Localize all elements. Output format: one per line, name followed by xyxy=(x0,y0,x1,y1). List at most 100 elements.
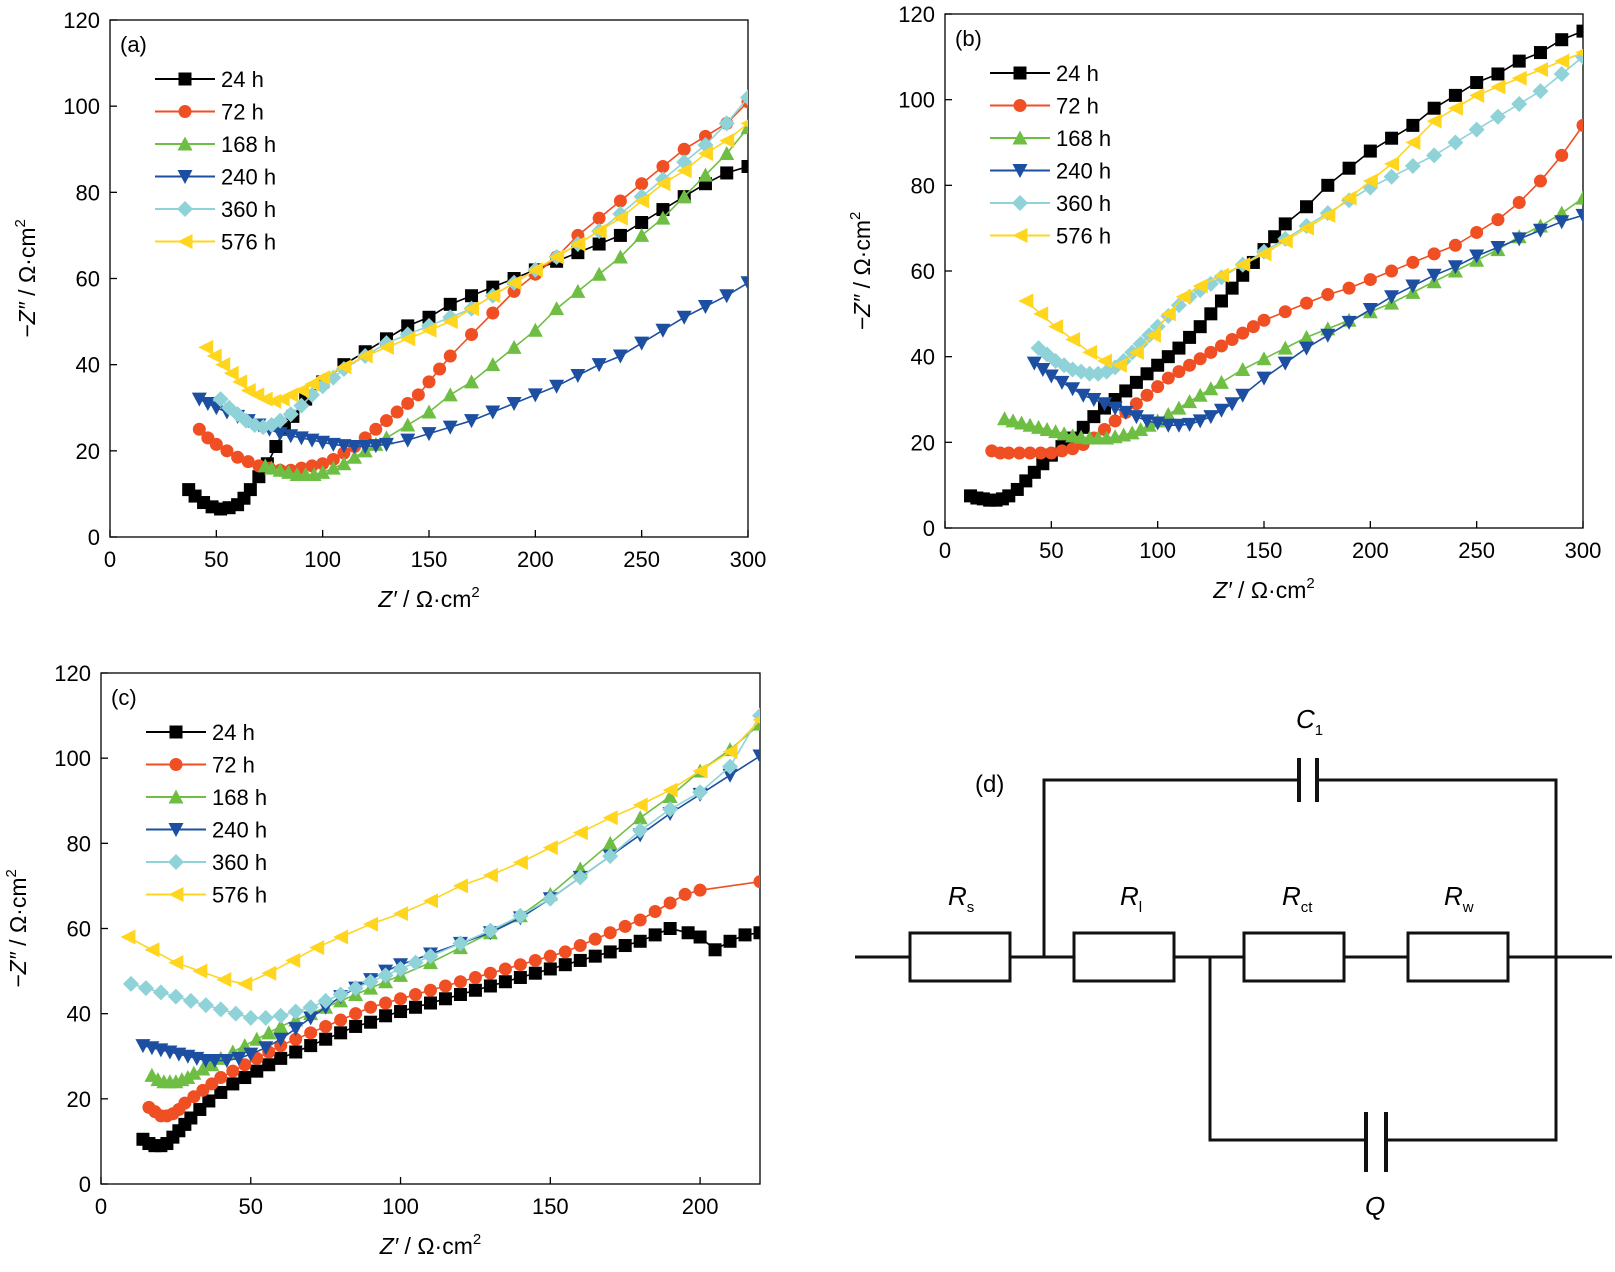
data-point xyxy=(1129,375,1143,389)
data-point xyxy=(264,460,280,475)
data-point xyxy=(512,854,528,870)
data-point xyxy=(316,457,330,471)
data-point xyxy=(1511,95,1528,112)
data-point xyxy=(349,1019,363,1033)
data-point xyxy=(1132,335,1149,352)
legend-entry: 168 h xyxy=(146,785,267,810)
data-point xyxy=(656,159,670,173)
data-point xyxy=(676,163,692,179)
data-point xyxy=(1470,76,1484,90)
y-tick-label: 80 xyxy=(76,180,100,205)
data-point xyxy=(204,1057,220,1072)
y-tick-label: 0 xyxy=(88,525,100,550)
legend-label: 24 h xyxy=(212,720,255,745)
y-tick-label: 0 xyxy=(923,516,935,541)
data-point xyxy=(1555,33,1569,47)
data-point xyxy=(483,979,497,993)
data-point xyxy=(197,997,214,1014)
data-point xyxy=(379,1009,393,1023)
data-point xyxy=(453,975,467,989)
data-point xyxy=(740,119,748,128)
data-point xyxy=(182,992,199,1009)
data-point xyxy=(400,417,416,432)
label-c1: C1 xyxy=(1296,704,1323,739)
data-point xyxy=(588,932,602,946)
y-axis-label: −Z″ / Ω·cm2 xyxy=(847,212,875,331)
data-point xyxy=(393,906,409,922)
data-point xyxy=(1108,414,1122,428)
data-point xyxy=(261,965,277,981)
data-point xyxy=(662,788,678,803)
data-point xyxy=(662,801,679,818)
data-point xyxy=(216,972,232,988)
data-point xyxy=(205,1077,219,1091)
data-point xyxy=(1002,446,1016,460)
y-tick-label: 20 xyxy=(67,1087,91,1112)
data-point xyxy=(304,376,320,392)
data-point xyxy=(231,1051,247,1066)
data-point xyxy=(1081,365,1098,382)
legend-entry: 360 h xyxy=(146,850,267,875)
data-point xyxy=(1532,83,1549,100)
data-point xyxy=(1172,365,1186,379)
data-point xyxy=(152,984,169,1001)
data-point xyxy=(1204,307,1218,321)
data-point xyxy=(422,310,436,324)
data-point xyxy=(453,988,467,1002)
data-point xyxy=(1012,446,1026,460)
data-point xyxy=(692,763,708,779)
data-point xyxy=(394,992,408,1006)
data-point xyxy=(612,249,628,264)
data-point xyxy=(498,975,512,989)
x-tick-label: 0 xyxy=(939,538,951,563)
legend-label: 168 h xyxy=(221,132,276,157)
data-point xyxy=(1203,381,1219,396)
data-point xyxy=(558,945,572,959)
data-point xyxy=(558,958,572,972)
data-point xyxy=(272,1007,289,1024)
data-point xyxy=(1044,446,1058,460)
legend-marker xyxy=(168,854,184,870)
data-point xyxy=(347,449,363,464)
data-point xyxy=(1490,240,1506,255)
legend-entry: 168 h xyxy=(155,132,276,157)
data-point xyxy=(192,963,208,979)
data-point xyxy=(1300,200,1314,214)
x-tick-label: 0 xyxy=(95,1194,107,1219)
data-point xyxy=(468,970,482,984)
data-point xyxy=(648,904,662,918)
data-point xyxy=(378,437,394,452)
data-point xyxy=(364,1000,378,1014)
data-point xyxy=(1034,446,1048,460)
plot-frame xyxy=(109,19,749,538)
wire-q-right xyxy=(1386,957,1558,1142)
data-point xyxy=(269,440,283,454)
data-point xyxy=(506,396,522,411)
data-point xyxy=(226,1064,240,1078)
data-point xyxy=(662,782,678,798)
data-point xyxy=(1204,345,1218,359)
legend-label: 360 h xyxy=(1056,191,1111,216)
data-point xyxy=(1235,362,1251,377)
data-point xyxy=(1553,65,1570,82)
data-point xyxy=(663,896,677,910)
data-point xyxy=(464,301,480,317)
data-point xyxy=(1161,371,1175,385)
data-point xyxy=(1140,367,1154,381)
data-point xyxy=(241,455,255,469)
legend-label: 240 h xyxy=(212,818,267,843)
data-point xyxy=(634,336,650,351)
data-point xyxy=(167,988,184,1005)
data-point xyxy=(1082,344,1098,360)
legend-entry: 168 h xyxy=(990,126,1111,151)
panel-label: (a) xyxy=(120,32,147,57)
data-point xyxy=(293,431,309,446)
legend-marker xyxy=(177,234,193,249)
x-axis-label: Z′ / Ω·cm2 xyxy=(1212,575,1314,603)
data-point xyxy=(1056,426,1072,441)
circuit-panel-d: (d) Rs Rl Rct Rw C1 Q xyxy=(855,704,1612,1221)
data-point xyxy=(464,414,480,429)
data-point xyxy=(1140,388,1154,402)
data-point xyxy=(293,383,309,399)
data-point xyxy=(304,1026,318,1040)
